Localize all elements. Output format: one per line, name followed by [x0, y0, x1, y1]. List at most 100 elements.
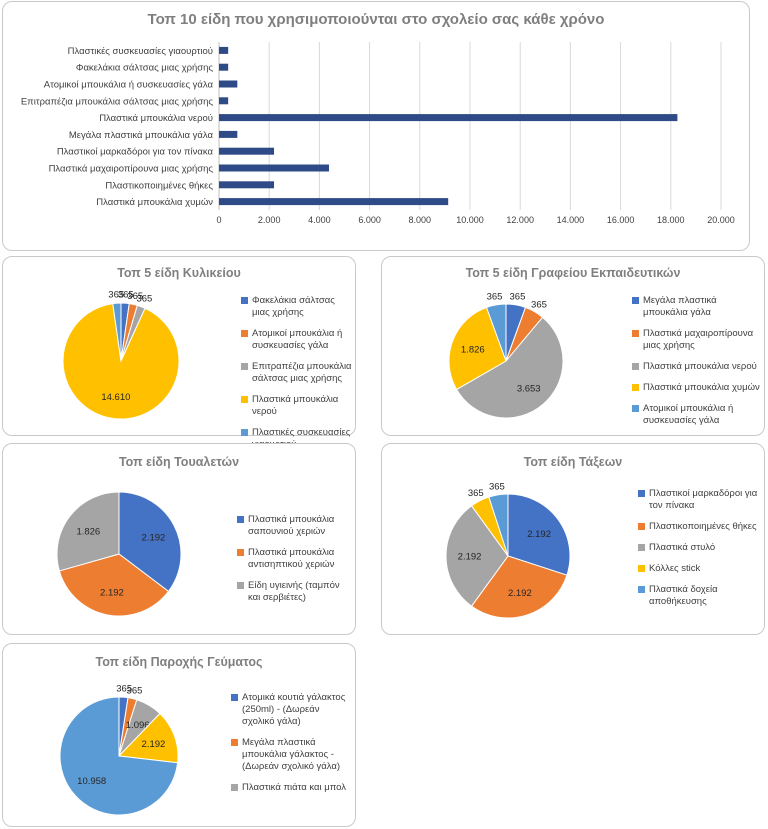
canteen-pie-panel: Τοπ 5 είδη Κυλικείου 365 365 365 14.610 365 …	[2, 256, 356, 450]
legend-label: Είδη υγιεινής (ταμπόν και σερβιέτες)	[248, 580, 340, 603]
legend-item: Φακελάκια σάλτσας μιας χρήσης	[241, 295, 353, 319]
legend-swatch	[632, 330, 639, 337]
data-label: 10.958	[77, 776, 106, 787]
legend-swatch	[241, 297, 248, 304]
legend-label: Πλαστικοί μαρκαδόροι για τον πίνακα	[649, 488, 758, 511]
canteen-pie-legend: Φακελάκια σάλτσας μιας χρήσης Ατομικοί μπ…	[241, 295, 353, 460]
x-tick-label: 20.000	[707, 215, 735, 225]
teacher-office-pie-chart: 365 365 3.653 1.826 365	[448, 292, 564, 419]
legend-swatch	[638, 565, 645, 572]
legend-item: Είδη υγιεινής (ταμπόν και σερβιέτες)	[237, 580, 353, 604]
bar-chart-title: Τοπ 10 είδη που χρησιμοποιούνται στο σχο…	[147, 11, 605, 28]
legend-swatch	[241, 363, 248, 370]
data-label: 365	[468, 488, 484, 499]
legend-swatch	[638, 490, 645, 497]
pie-slice	[448, 306, 507, 391]
meals-pie-title: Τοπ είδη Παροχής Γεύματος	[95, 655, 263, 669]
toilets-pie-legend: Πλαστικά μπουκάλια σαπουνιού χεριών Πλαστ…	[237, 514, 353, 613]
legend-item: Πλαστικά μαχαιροπίρουνα μιας χρήσης	[632, 328, 760, 352]
pie-slice	[470, 555, 568, 619]
x-tick-label: 14.000	[557, 215, 585, 225]
x-tick-label: 8.000	[409, 215, 432, 225]
classrooms-pie-panel: Τοπ είδη Τάξεων 2.192 2.192 2.192 365 365 Πλ…	[381, 443, 765, 635]
legend-label: Επιτραπέζια μπουκάλια σάλτσας μιας χρήση…	[252, 361, 352, 384]
toilets-pie-chart: 2.192 2.192 1.826	[56, 491, 182, 617]
data-label: 2.192	[142, 739, 166, 750]
meals-pie-panel: Τοπ είδη Παροχής Γεύματος 365 365 1.096 2.1…	[2, 643, 356, 827]
legend-swatch	[237, 516, 244, 523]
legend-label: Πλαστικά δοχεία αποθήκευσης	[649, 584, 718, 607]
legend-label: Πλαστικοποιημένες θήκες	[649, 521, 757, 532]
legend-item: Ατομικοί μπουκάλια ή συσκευασίες γάλα	[241, 328, 353, 352]
data-label: 2.192	[458, 551, 482, 562]
canteen-pie-title: Τοπ 5 είδη Κυλικείου	[117, 266, 241, 280]
data-label: 365	[489, 481, 505, 492]
legend-swatch	[632, 297, 639, 304]
bar	[219, 147, 275, 155]
bar	[219, 80, 238, 88]
legend-item: Πλαστικά μπουκάλια νερού	[632, 361, 760, 373]
bar	[219, 46, 229, 54]
classrooms-pie-chart: 2.192 2.192 2.192 365 365	[445, 481, 571, 619]
legend-label: Μεγάλα πλαστικά μπουκάλια γάλακτος - (Δω…	[242, 737, 341, 772]
x-tick-label: 2.000	[258, 215, 281, 225]
pie-slice	[118, 491, 182, 593]
legend-item: Πλαστικοποιημένες θήκες	[638, 521, 762, 533]
bar	[219, 114, 678, 122]
pie-slice	[56, 491, 120, 572]
pie-slice	[455, 316, 564, 419]
toilets-pie-title: Τοπ είδη Τουαλετών	[118, 455, 240, 469]
teacher-office-pie-legend: Μεγάλα πλαστικά μπουκάλια γάλα Πλαστικά μ…	[632, 295, 760, 436]
legend-swatch	[632, 363, 639, 370]
legend-label: Ατομικά κουτιά γάλακτος (250ml) - (Δωρεά…	[242, 692, 346, 727]
category-label: Πλαστικοποιημένες θήκες	[105, 180, 213, 191]
bar	[219, 63, 229, 71]
bar	[219, 181, 275, 189]
legend-swatch	[632, 405, 639, 412]
legend-item: Επιτραπέζια μπουκάλια σάλτσας μιας χρήση…	[241, 361, 353, 385]
bar	[219, 164, 330, 172]
x-tick-label: 10.000	[456, 215, 484, 225]
legend-label: Κόλλες stick	[649, 563, 701, 574]
toilets-pie-panel: Τοπ είδη Τουαλετών 2.192 2.192 1.826 Πλαστ…	[2, 443, 356, 635]
category-label: Πλαστικά μπουκάλια χυμών	[96, 197, 213, 208]
teacher-office-pie-title: Τοπ 5 είδη Γραφείου Εκπαιδευτικών	[465, 266, 681, 280]
legend-item: Ατομικοί μπουκάλια ή συσκευασίες γάλα	[632, 403, 760, 427]
legend-item: Μεγάλα πλαστικά μπουκάλια γάλα	[632, 295, 760, 319]
legend-item: Πλαστικοί μαρκαδόροι για τον πίνακα	[638, 488, 762, 512]
category-label: Πλαστικοί μαρκαδόροι για τον πίνακα	[57, 147, 214, 158]
bar	[219, 130, 238, 138]
data-label: 2.192	[508, 588, 532, 599]
category-label: Πλαστικές συσκευασίες γιαουρτιού	[68, 46, 213, 57]
x-tick-label: 6.000	[358, 215, 381, 225]
bar	[219, 198, 449, 206]
bar-chart-plot: 0 2.000 4.000 6.000 8.000 10.000 12.000 14.000 1…	[21, 42, 735, 225]
legend-label: Πλαστικά στυλό	[649, 542, 716, 553]
category-label: Πλαστικά μαχαιροπίρουνα μιας χρήσης	[49, 164, 214, 175]
data-label: 1.096	[126, 720, 150, 731]
category-label: Ατομικοί μπουκάλια ή συσκευασίες γάλα	[44, 80, 214, 91]
legend-swatch	[241, 429, 248, 436]
pie-slice	[117, 712, 179, 764]
category-label: Επιτραπέζια μπουκάλια σάλτσας μιας χρήση…	[21, 96, 214, 107]
legend-item: Πλαστικά μπουκάλια νερού	[241, 394, 353, 418]
legend-swatch	[638, 544, 645, 551]
legend-item: Ατομικά κουτιά γάλακτος (250ml) - (Δωρεά…	[231, 692, 353, 728]
data-label: 365	[116, 684, 132, 695]
x-tick-label: 18.000	[657, 215, 685, 225]
x-tick-label: 16.000	[607, 215, 635, 225]
data-label: 2.192	[142, 532, 166, 543]
legend-label: Πλαστικά μπουκάλια χυμών	[643, 382, 760, 393]
x-tick-label: 12.000	[506, 215, 534, 225]
data-label: 365	[136, 294, 152, 305]
category-label: Μεγάλα πλαστικά μπουκάλια γάλα	[69, 130, 214, 141]
legend-label: Πλαστικά μπουκάλια σαπουνιού χεριών	[248, 514, 335, 537]
legend-label: Πλαστικά μπουκάλια νερού	[252, 394, 339, 417]
pie-slice	[112, 302, 122, 362]
x-tick-label: 4.000	[308, 215, 331, 225]
data-label: 365	[127, 685, 143, 696]
legend-swatch	[231, 694, 238, 701]
legend-item: Πλαστικά μπουκάλια αντισηπτικού χεριών	[237, 547, 353, 571]
data-label: 365	[108, 290, 124, 301]
